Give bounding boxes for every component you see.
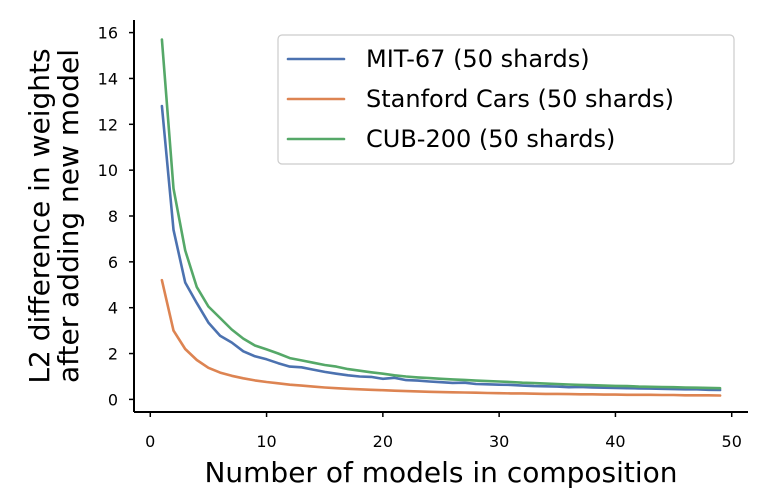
y-tick-label: 12 [98,115,118,134]
legend: MIT-67 (50 shards) Stanford Cars (50 shar… [277,34,735,165]
legend-frame [277,34,735,165]
series-line-2 [160,278,722,397]
x-axis-title: Number of models in composition [204,456,677,489]
y-tick-label: 0 [108,390,118,409]
y-tick-label: 6 [108,253,118,272]
ticks: 0 10 20 30 40 50 0 2 4 6 8 10 12 14 16 [98,24,742,451]
y-axis-title-line-1: L2 difference in weights [23,48,56,383]
x-tick-label: 30 [489,432,509,451]
y-tick-label: 14 [98,69,118,88]
legend-label-3: CUB-200 (50 shards) [366,125,615,153]
series-line-1 [160,104,722,392]
y-tick-label: 10 [98,161,118,180]
y-axis-title: L2 difference in weights after adding ne… [23,48,85,383]
y-axis-title-line-2: after adding new model [52,49,85,383]
y-tick-label: 8 [108,207,118,226]
legend-label-2: Stanford Cars (50 shards) [366,85,674,113]
x-tick-label: 10 [256,432,276,451]
legend-label-1: MIT-67 (50 shards) [366,45,590,73]
y-tick-label: 2 [108,345,118,364]
y-tick-label: 16 [98,24,118,43]
y-tick-label: 4 [108,299,118,318]
x-tick-label: 0 [145,432,155,451]
x-tick-label: 40 [605,432,625,451]
x-tick-label: 50 [722,432,742,451]
series-lines [160,38,722,397]
series-line-3 [160,38,722,390]
x-tick-label: 20 [373,432,393,451]
